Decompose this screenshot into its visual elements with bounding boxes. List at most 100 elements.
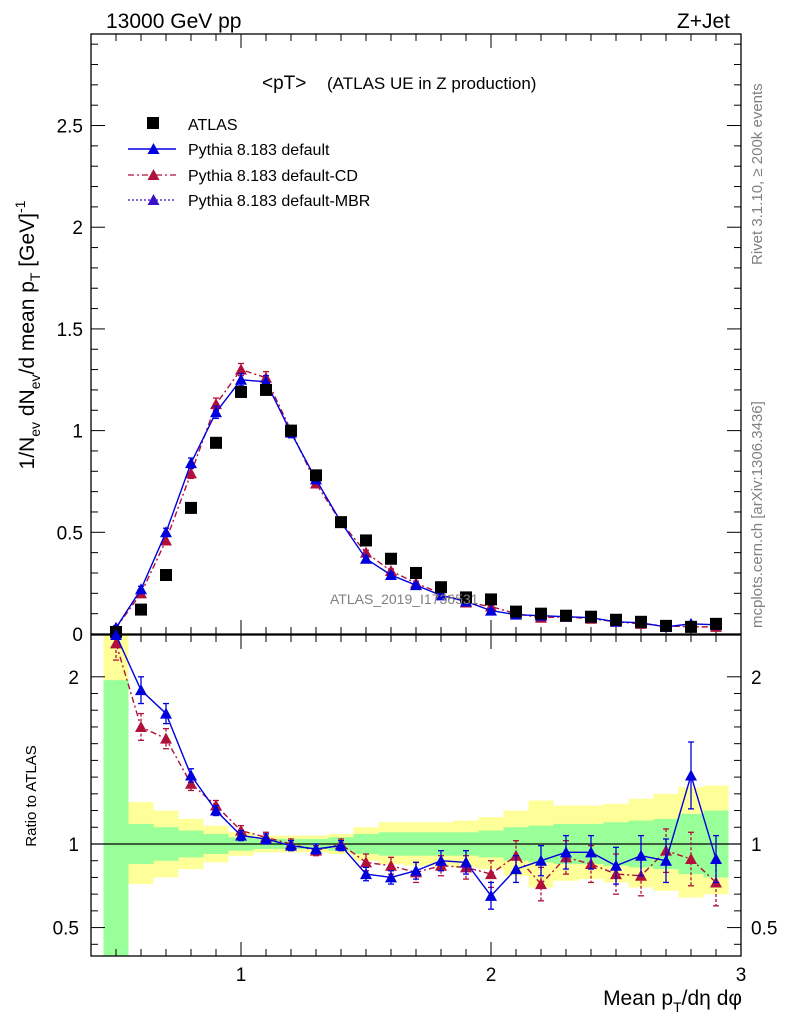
plot-title-sub: (ATLAS UE in Z production) bbox=[327, 74, 536, 93]
ratio-cd-series-point bbox=[685, 853, 697, 865]
rivet-version-label: Rivet 3.1.10, ≥ 200k events bbox=[749, 83, 766, 265]
atlas-data-point bbox=[135, 603, 147, 616]
atlas-data-point bbox=[460, 591, 472, 604]
ratio-cd-series-point bbox=[485, 868, 497, 880]
default-series-point bbox=[435, 589, 447, 601]
ratio-cd-series-point bbox=[185, 777, 197, 789]
main-y-axis-label: 1/Nev dNev/d mean pT [GeV]-1 bbox=[12, 200, 43, 469]
ratio-default-series-point bbox=[285, 839, 297, 851]
default-series-point bbox=[360, 552, 372, 564]
header-process-label: Z+Jet bbox=[677, 10, 730, 33]
ratio-default-series-point bbox=[560, 846, 572, 858]
main-y-tick-label: 2 bbox=[72, 218, 83, 239]
default-series-point bbox=[385, 569, 397, 581]
atlas-data-point bbox=[185, 501, 197, 514]
ratio-cd-series-point bbox=[385, 859, 397, 871]
atlas-data-point bbox=[235, 385, 247, 398]
atlas-data-point bbox=[660, 619, 672, 632]
header-collision-label: 13000 GeV pp bbox=[106, 10, 241, 33]
main-y-tick-label: 1.5 bbox=[57, 320, 83, 341]
atlas-data-point bbox=[485, 593, 497, 606]
ratio-default-series-point bbox=[635, 849, 647, 861]
main-y-tick-label: 1 bbox=[72, 422, 83, 443]
ratio-default-series-point bbox=[585, 846, 597, 858]
atlas-data-point bbox=[385, 552, 397, 565]
atlas-data-point bbox=[210, 436, 222, 449]
ratio-default-series-point bbox=[135, 684, 147, 696]
legend: ATLAS Pythia 8.183 default Pythia 8.183 … bbox=[128, 117, 370, 210]
atlas-data-point bbox=[360, 534, 372, 547]
ratio-cd-series-point bbox=[110, 637, 122, 649]
ratio-default-series-point bbox=[210, 804, 222, 816]
ratio-default-series-point bbox=[710, 853, 722, 865]
legend-marker-atlas bbox=[147, 117, 159, 129]
chart-marks: 0 0.5 1 1.5 2 2.5 1 2 3 0.5 0.5 1 1 2 2 bbox=[53, 33, 777, 986]
x-tick-label: 3 bbox=[736, 965, 747, 986]
default-series-point bbox=[485, 604, 497, 616]
ratio-y-tick-label: 0.5 bbox=[53, 919, 79, 940]
plot-title-main: <pT> bbox=[262, 73, 306, 94]
legend-label-cd: Pythia 8.183 default-CD bbox=[188, 168, 358, 185]
default-series-point bbox=[410, 579, 422, 591]
default-series-point bbox=[210, 406, 222, 418]
ratio-default-series-point bbox=[610, 859, 622, 871]
ratio-default-series-point bbox=[535, 854, 547, 866]
ratio-y-tick-label: 2 bbox=[68, 668, 79, 689]
atlas-data-point bbox=[410, 566, 422, 579]
main-y-tick-label: 0 bbox=[72, 625, 83, 646]
ratio-y-axis-label: Ratio to ATLAS bbox=[23, 745, 40, 846]
atlas-data-point bbox=[285, 424, 297, 437]
atlas-data-point bbox=[585, 610, 597, 623]
legend-label-atlas: ATLAS bbox=[188, 117, 238, 134]
ratio-default-series-point bbox=[310, 843, 322, 854]
ratio-default-series-point bbox=[335, 839, 347, 851]
atlas-data-point bbox=[310, 469, 322, 482]
ratio-y-tick-label-right: 1 bbox=[751, 835, 762, 856]
cd-series-point bbox=[160, 534, 172, 546]
ratio-panel-background bbox=[91, 635, 741, 956]
atlas-data-point bbox=[260, 383, 272, 396]
ratio-default-series-point bbox=[185, 769, 197, 781]
legend-marker-default bbox=[147, 143, 160, 154]
atlas-data-point bbox=[160, 569, 172, 582]
ratio-y-tick-label-right: 0.5 bbox=[751, 919, 777, 940]
ratio-frame bbox=[90, 634, 742, 957]
atlas-data-point bbox=[335, 516, 347, 529]
legend-label-mbr: Pythia 8.183 default-MBR bbox=[188, 193, 370, 210]
x-axis-label: Mean pT/dη dφ bbox=[603, 987, 742, 1015]
legend-marker-cd bbox=[147, 169, 160, 180]
ratio-default-series-point bbox=[510, 863, 522, 875]
ratio-cd-series-point bbox=[160, 732, 172, 744]
default-series-point bbox=[235, 373, 247, 385]
main-y-tick-label: 0.5 bbox=[57, 523, 83, 544]
ratio-y-tick-label: 1 bbox=[68, 835, 79, 856]
cd-series-point bbox=[235, 363, 247, 375]
atlas-data-point bbox=[535, 607, 547, 620]
x-tick-label: 1 bbox=[236, 965, 247, 986]
default-series-point bbox=[135, 583, 147, 595]
ratio-default-series-point bbox=[360, 868, 372, 880]
ratio-y-tick-label-right: 2 bbox=[751, 668, 762, 689]
legend-marker-mbr bbox=[147, 194, 160, 205]
atlas-data-point bbox=[710, 617, 722, 630]
atlas-data-point bbox=[610, 613, 622, 626]
ratio-cd-series-point bbox=[360, 856, 372, 868]
cd-series-point bbox=[185, 467, 197, 479]
ratio-default-series-point bbox=[485, 889, 497, 901]
default-series-point bbox=[160, 526, 172, 538]
atlas-data-point bbox=[635, 615, 647, 628]
ratio-cd-series-point bbox=[135, 720, 147, 732]
atlas-data-point bbox=[510, 605, 522, 618]
ratio-default-series-point bbox=[110, 629, 122, 640]
ratio-default-series-point bbox=[260, 832, 272, 844]
x-tick-label: 2 bbox=[486, 965, 497, 986]
atlas-data-point bbox=[435, 581, 447, 594]
main-y-tick-label: 2.5 bbox=[57, 117, 83, 138]
ratio-default-series-point bbox=[460, 856, 472, 868]
atlas-data-point bbox=[685, 620, 697, 633]
ratio-default-series-point bbox=[160, 707, 172, 719]
default-series-point bbox=[185, 457, 197, 469]
atlas-data-point bbox=[560, 609, 572, 622]
ratio-default-series-point bbox=[685, 769, 697, 781]
